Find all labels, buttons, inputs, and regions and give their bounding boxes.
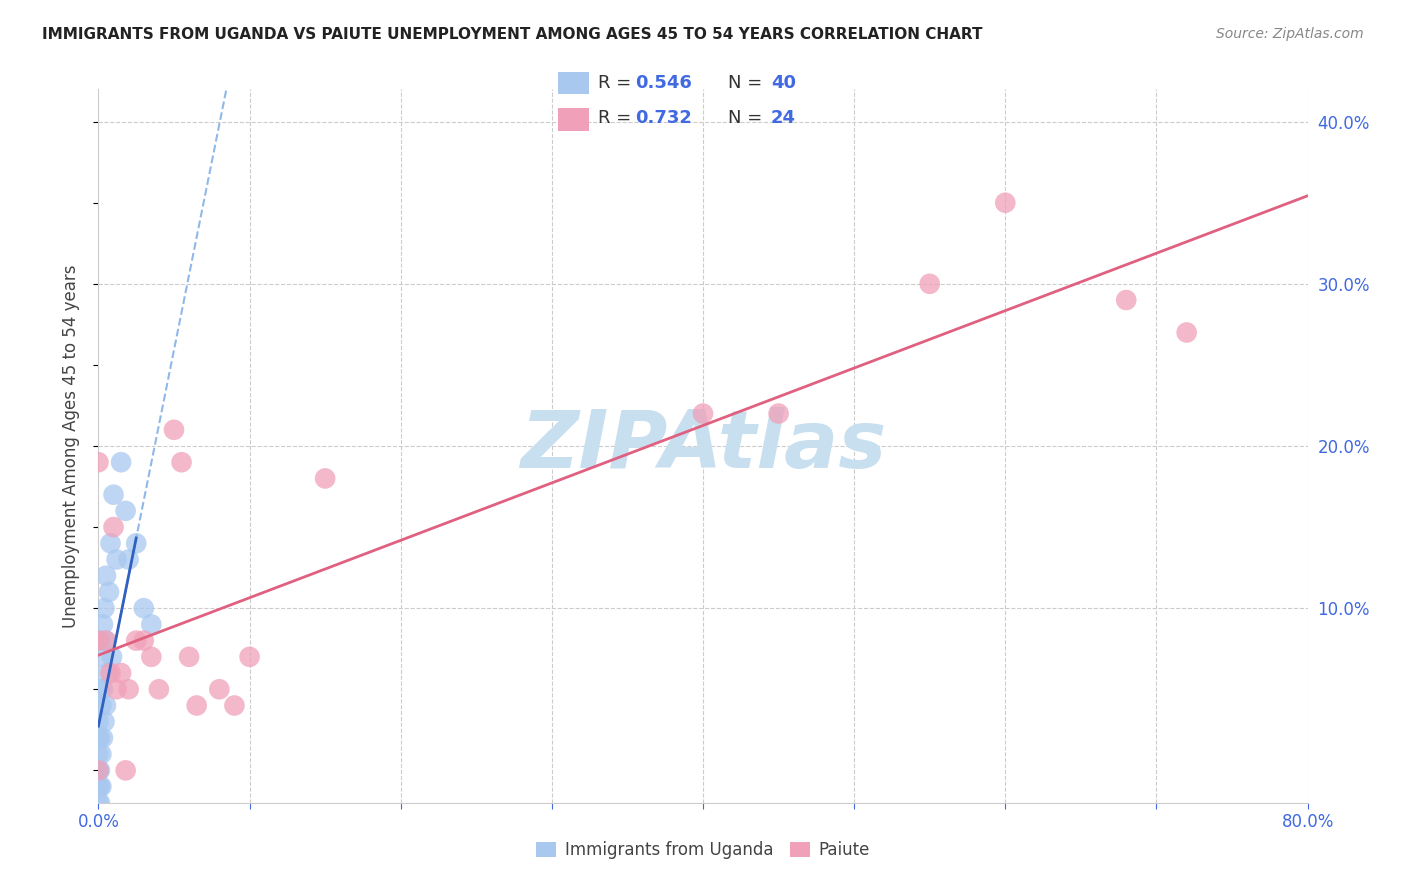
- Point: [163, 423, 186, 437]
- Point: [918, 277, 941, 291]
- Point: [1175, 326, 1198, 340]
- Point: [89, 682, 111, 697]
- Point: [87, 828, 110, 842]
- Point: [87, 764, 110, 778]
- Point: [93, 601, 115, 615]
- Point: [1115, 293, 1137, 307]
- Point: [90, 698, 112, 713]
- Point: [89, 796, 111, 810]
- Point: [110, 455, 132, 469]
- Point: [994, 195, 1017, 210]
- Point: [96, 666, 118, 681]
- Point: [94, 568, 117, 582]
- Point: [90, 649, 112, 664]
- Text: 24: 24: [770, 109, 796, 127]
- Point: [239, 649, 262, 664]
- Text: IMMIGRANTS FROM UGANDA VS PAIUTE UNEMPLOYMENT AMONG AGES 45 TO 54 YEARS CORRELAT: IMMIGRANTS FROM UGANDA VS PAIUTE UNEMPLO…: [42, 27, 983, 42]
- Text: Source: ZipAtlas.com: Source: ZipAtlas.com: [1216, 27, 1364, 41]
- Point: [692, 407, 714, 421]
- Point: [89, 633, 111, 648]
- Y-axis label: Unemployment Among Ages 45 to 54 years: Unemployment Among Ages 45 to 54 years: [62, 264, 80, 628]
- Point: [224, 698, 246, 713]
- Point: [114, 764, 136, 778]
- Point: [89, 764, 111, 778]
- Point: [110, 666, 132, 681]
- Point: [89, 780, 111, 794]
- Point: [132, 633, 155, 648]
- Point: [90, 780, 112, 794]
- Point: [87, 714, 110, 729]
- Point: [148, 682, 170, 697]
- Point: [91, 617, 114, 632]
- Point: [87, 764, 110, 778]
- Point: [91, 682, 114, 697]
- Point: [768, 407, 790, 421]
- Point: [125, 536, 148, 550]
- Point: [93, 714, 115, 729]
- Point: [87, 796, 110, 810]
- Point: [91, 731, 114, 745]
- Point: [105, 552, 128, 566]
- Point: [170, 455, 193, 469]
- Point: [118, 682, 141, 697]
- Point: [100, 536, 122, 550]
- Point: [87, 731, 110, 745]
- Point: [87, 780, 110, 794]
- Point: [87, 812, 110, 826]
- Point: [132, 601, 155, 615]
- Text: 0.546: 0.546: [636, 74, 692, 92]
- Point: [94, 633, 117, 648]
- Text: 40: 40: [770, 74, 796, 92]
- Text: N =: N =: [728, 74, 768, 92]
- Text: R =: R =: [598, 74, 637, 92]
- FancyBboxPatch shape: [558, 108, 589, 130]
- Point: [89, 731, 111, 745]
- Point: [125, 633, 148, 648]
- Point: [105, 682, 128, 697]
- Text: 0.732: 0.732: [636, 109, 692, 127]
- Point: [87, 633, 110, 648]
- Text: R =: R =: [598, 109, 637, 127]
- Point: [103, 520, 125, 534]
- Point: [94, 698, 117, 713]
- Point: [100, 666, 122, 681]
- Point: [90, 747, 112, 761]
- Point: [118, 552, 141, 566]
- Point: [87, 455, 110, 469]
- Point: [179, 649, 201, 664]
- Point: [103, 488, 125, 502]
- Point: [94, 633, 117, 648]
- Point: [141, 649, 163, 664]
- Point: [101, 649, 124, 664]
- Point: [186, 698, 208, 713]
- FancyBboxPatch shape: [558, 71, 589, 95]
- Point: [87, 764, 110, 778]
- Legend: Immigrants from Uganda, Paiute: Immigrants from Uganda, Paiute: [530, 835, 876, 866]
- Point: [87, 747, 110, 761]
- Text: ZIPAtlas: ZIPAtlas: [520, 407, 886, 485]
- Point: [314, 471, 336, 485]
- Point: [208, 682, 231, 697]
- Text: N =: N =: [728, 109, 768, 127]
- Point: [114, 504, 136, 518]
- Point: [87, 764, 110, 778]
- Point: [141, 617, 163, 632]
- Point: [98, 585, 121, 599]
